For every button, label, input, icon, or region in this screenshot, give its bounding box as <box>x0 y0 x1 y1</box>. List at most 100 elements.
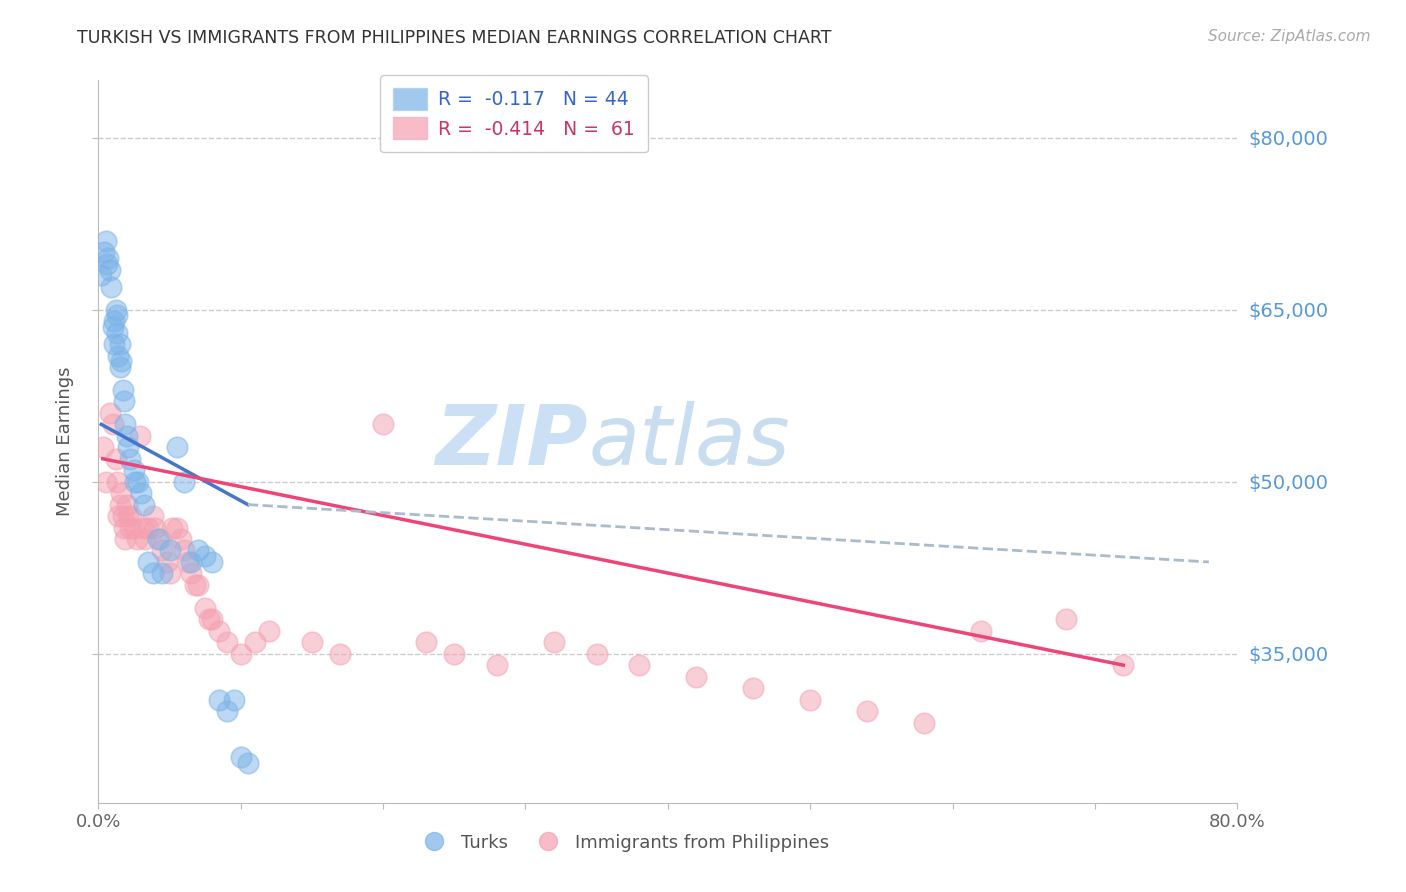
Y-axis label: Median Earnings: Median Earnings <box>56 367 75 516</box>
Point <box>215 635 238 649</box>
Point <box>93 245 115 260</box>
Point <box>114 417 136 432</box>
Point <box>122 463 145 477</box>
Point <box>122 520 145 534</box>
Point <box>129 486 152 500</box>
Point <box>104 451 127 466</box>
Point <box>173 543 195 558</box>
Text: atlas: atlas <box>588 401 790 482</box>
Point <box>152 566 174 581</box>
Point <box>229 750 252 764</box>
Point <box>136 520 159 534</box>
Point <box>742 681 765 695</box>
Point <box>107 509 129 524</box>
Point <box>628 658 651 673</box>
Point <box>180 566 202 581</box>
Point <box>101 319 124 334</box>
Point <box>145 520 167 534</box>
Point <box>415 635 437 649</box>
Point <box>236 756 259 770</box>
Point <box>685 670 707 684</box>
Point <box>90 268 112 283</box>
Point <box>97 251 120 265</box>
Point <box>107 349 129 363</box>
Point <box>170 532 193 546</box>
Point <box>128 429 150 443</box>
Point <box>184 578 207 592</box>
Point <box>114 532 136 546</box>
Point <box>108 498 131 512</box>
Text: TURKISH VS IMMIGRANTS FROM PHILIPPINES MEDIAN EARNINGS CORRELATION CHART: TURKISH VS IMMIGRANTS FROM PHILIPPINES M… <box>77 29 832 46</box>
Point <box>198 612 221 626</box>
Point <box>117 440 139 454</box>
Point <box>166 440 188 454</box>
Point <box>115 429 138 443</box>
Point <box>229 647 252 661</box>
Text: ZIP: ZIP <box>436 401 588 482</box>
Legend: Turks, Immigrants from Philippines: Turks, Immigrants from Philippines <box>409 826 837 859</box>
Point <box>96 257 118 271</box>
Point <box>149 532 172 546</box>
Point <box>173 475 195 489</box>
Point <box>1056 612 1078 626</box>
Point <box>187 578 209 592</box>
Point <box>118 451 141 466</box>
Point <box>115 498 138 512</box>
Point <box>159 543 181 558</box>
Point <box>301 635 323 649</box>
Point <box>103 337 125 351</box>
Point <box>208 624 231 638</box>
Point <box>141 566 163 581</box>
Point <box>141 509 163 524</box>
Point <box>152 543 174 558</box>
Point <box>136 555 159 569</box>
Point <box>111 509 134 524</box>
Point <box>329 647 352 661</box>
Point <box>112 520 135 534</box>
Point <box>94 475 117 489</box>
Point <box>486 658 509 673</box>
Point <box>201 612 224 626</box>
Point <box>108 359 131 374</box>
Point <box>148 532 170 546</box>
Point <box>111 383 134 397</box>
Point <box>101 417 124 432</box>
Point <box>103 314 125 328</box>
Point <box>215 704 238 718</box>
Point <box>259 624 281 638</box>
Point <box>166 520 188 534</box>
Point <box>98 406 121 420</box>
Text: Source: ZipAtlas.com: Source: ZipAtlas.com <box>1208 29 1371 44</box>
Point <box>856 704 879 718</box>
Point <box>125 532 148 546</box>
Point <box>91 440 114 454</box>
Point <box>100 279 122 293</box>
Point <box>208 692 231 706</box>
Point <box>110 354 132 368</box>
Point <box>105 326 128 340</box>
Point <box>177 555 200 569</box>
Point <box>912 715 935 730</box>
Point <box>98 262 121 277</box>
Point <box>108 337 131 351</box>
Point <box>443 647 465 661</box>
Point <box>110 486 132 500</box>
Point <box>131 520 153 534</box>
Point <box>118 520 141 534</box>
Point <box>243 635 266 649</box>
Point <box>162 520 184 534</box>
Point <box>799 692 821 706</box>
Point <box>112 394 135 409</box>
Point <box>105 309 128 323</box>
Point <box>156 555 179 569</box>
Point <box>187 543 209 558</box>
Point <box>132 498 155 512</box>
Point <box>585 647 607 661</box>
Point <box>104 302 127 317</box>
Point <box>105 475 128 489</box>
Point <box>159 566 181 581</box>
Point <box>124 475 146 489</box>
Point <box>194 600 217 615</box>
Point <box>970 624 993 638</box>
Point <box>120 509 142 524</box>
